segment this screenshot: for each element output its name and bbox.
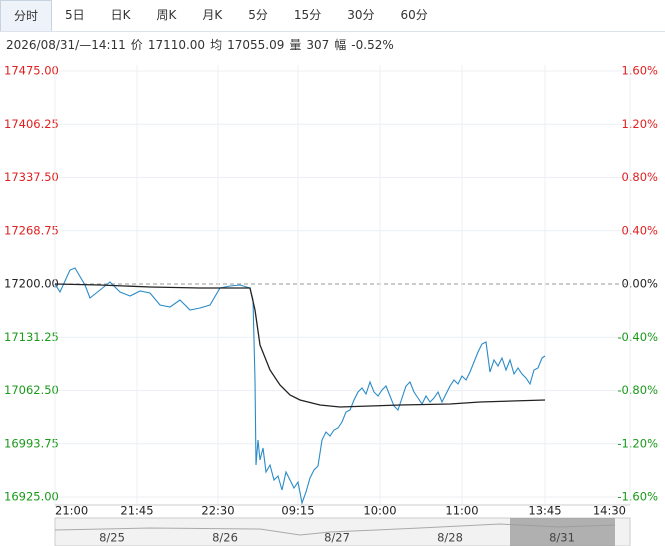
tab[interactable]: 日K: [110, 8, 131, 22]
y2-tick-label: -1.20%: [617, 436, 658, 450]
info-value: 17055.09: [227, 38, 285, 52]
x-tick-label: 09:15: [281, 504, 314, 518]
y2-tick-label: 1.60%: [621, 64, 658, 78]
average-line: [54, 283, 546, 408]
tab[interactable]: 60分: [400, 8, 428, 22]
y2-tick-label: 0.80%: [621, 170, 658, 184]
info-label: 幅: [334, 38, 347, 52]
y-tick-label: 17475.00: [4, 64, 59, 78]
x-tick-label: 22:30: [201, 504, 234, 518]
tab[interactable]: 分时: [0, 0, 53, 31]
info-label: 均: [210, 38, 223, 52]
y2-tick-label: 0.40%: [621, 223, 658, 237]
price-line: [54, 267, 546, 506]
info-value: 307: [306, 38, 330, 52]
y2-tick-label: 1.20%: [621, 117, 658, 131]
tab[interactable]: 15分: [293, 8, 322, 22]
y-tick-label: 16993.75: [4, 436, 59, 450]
tab[interactable]: 周K: [156, 8, 177, 22]
tab-bar: 分时 5日 日K 周K 月K 5分 15分 30分 60分: [0, 0, 665, 32]
info-line: 2026/08/31/—14:11 价 17110.00 均 17055.09 量 307 幅…: [6, 36, 399, 53]
y2-tick-label: -1.60%: [617, 490, 658, 504]
y-tick-label: 17268.75: [4, 223, 59, 237]
tab[interactable]: 5日: [65, 8, 85, 22]
tab[interactable]: 月K: [202, 8, 223, 22]
info-label: 量: [289, 38, 302, 52]
navigator-date: 8/25: [99, 531, 125, 545]
y-tick-label: 17406.25: [4, 117, 59, 131]
y-tick-label: 17200.00: [4, 277, 59, 291]
y2-tick-label: -0.80%: [617, 383, 658, 397]
navigator-window[interactable]: [510, 518, 615, 546]
y2-tick-label: 0.00%: [621, 277, 658, 291]
y2-tick-label: -0.40%: [617, 330, 658, 344]
y-tick-label: 16925.00: [4, 490, 59, 504]
navigator-date: 8/31: [549, 531, 575, 545]
navigator-date: 8/28: [437, 531, 463, 545]
x-tick-label: 21:00: [55, 504, 88, 518]
info-value: 17110.00: [147, 38, 206, 52]
x-tick-label: 21:45: [120, 504, 153, 518]
y-tick-label: 17337.50: [4, 170, 59, 184]
y-tick-label: 17131.25: [4, 330, 59, 344]
navigator-date: 8/27: [324, 531, 350, 545]
info-datetime: 2026/08/31/—14:11: [6, 38, 126, 52]
tab[interactable]: 30分: [347, 8, 375, 22]
navigator-date: 8/26: [212, 531, 238, 545]
x-tick-label: 14:30: [593, 504, 626, 518]
x-tick-label: 11:00: [445, 504, 478, 518]
x-tick-label: 10:00: [363, 504, 396, 518]
x-tick-label: 13:45: [528, 504, 561, 518]
info-value: -0.52%: [351, 38, 394, 52]
info-label: 价: [130, 38, 143, 52]
tab[interactable]: 5分: [248, 8, 268, 22]
y-tick-label: 17062.50: [4, 383, 59, 397]
